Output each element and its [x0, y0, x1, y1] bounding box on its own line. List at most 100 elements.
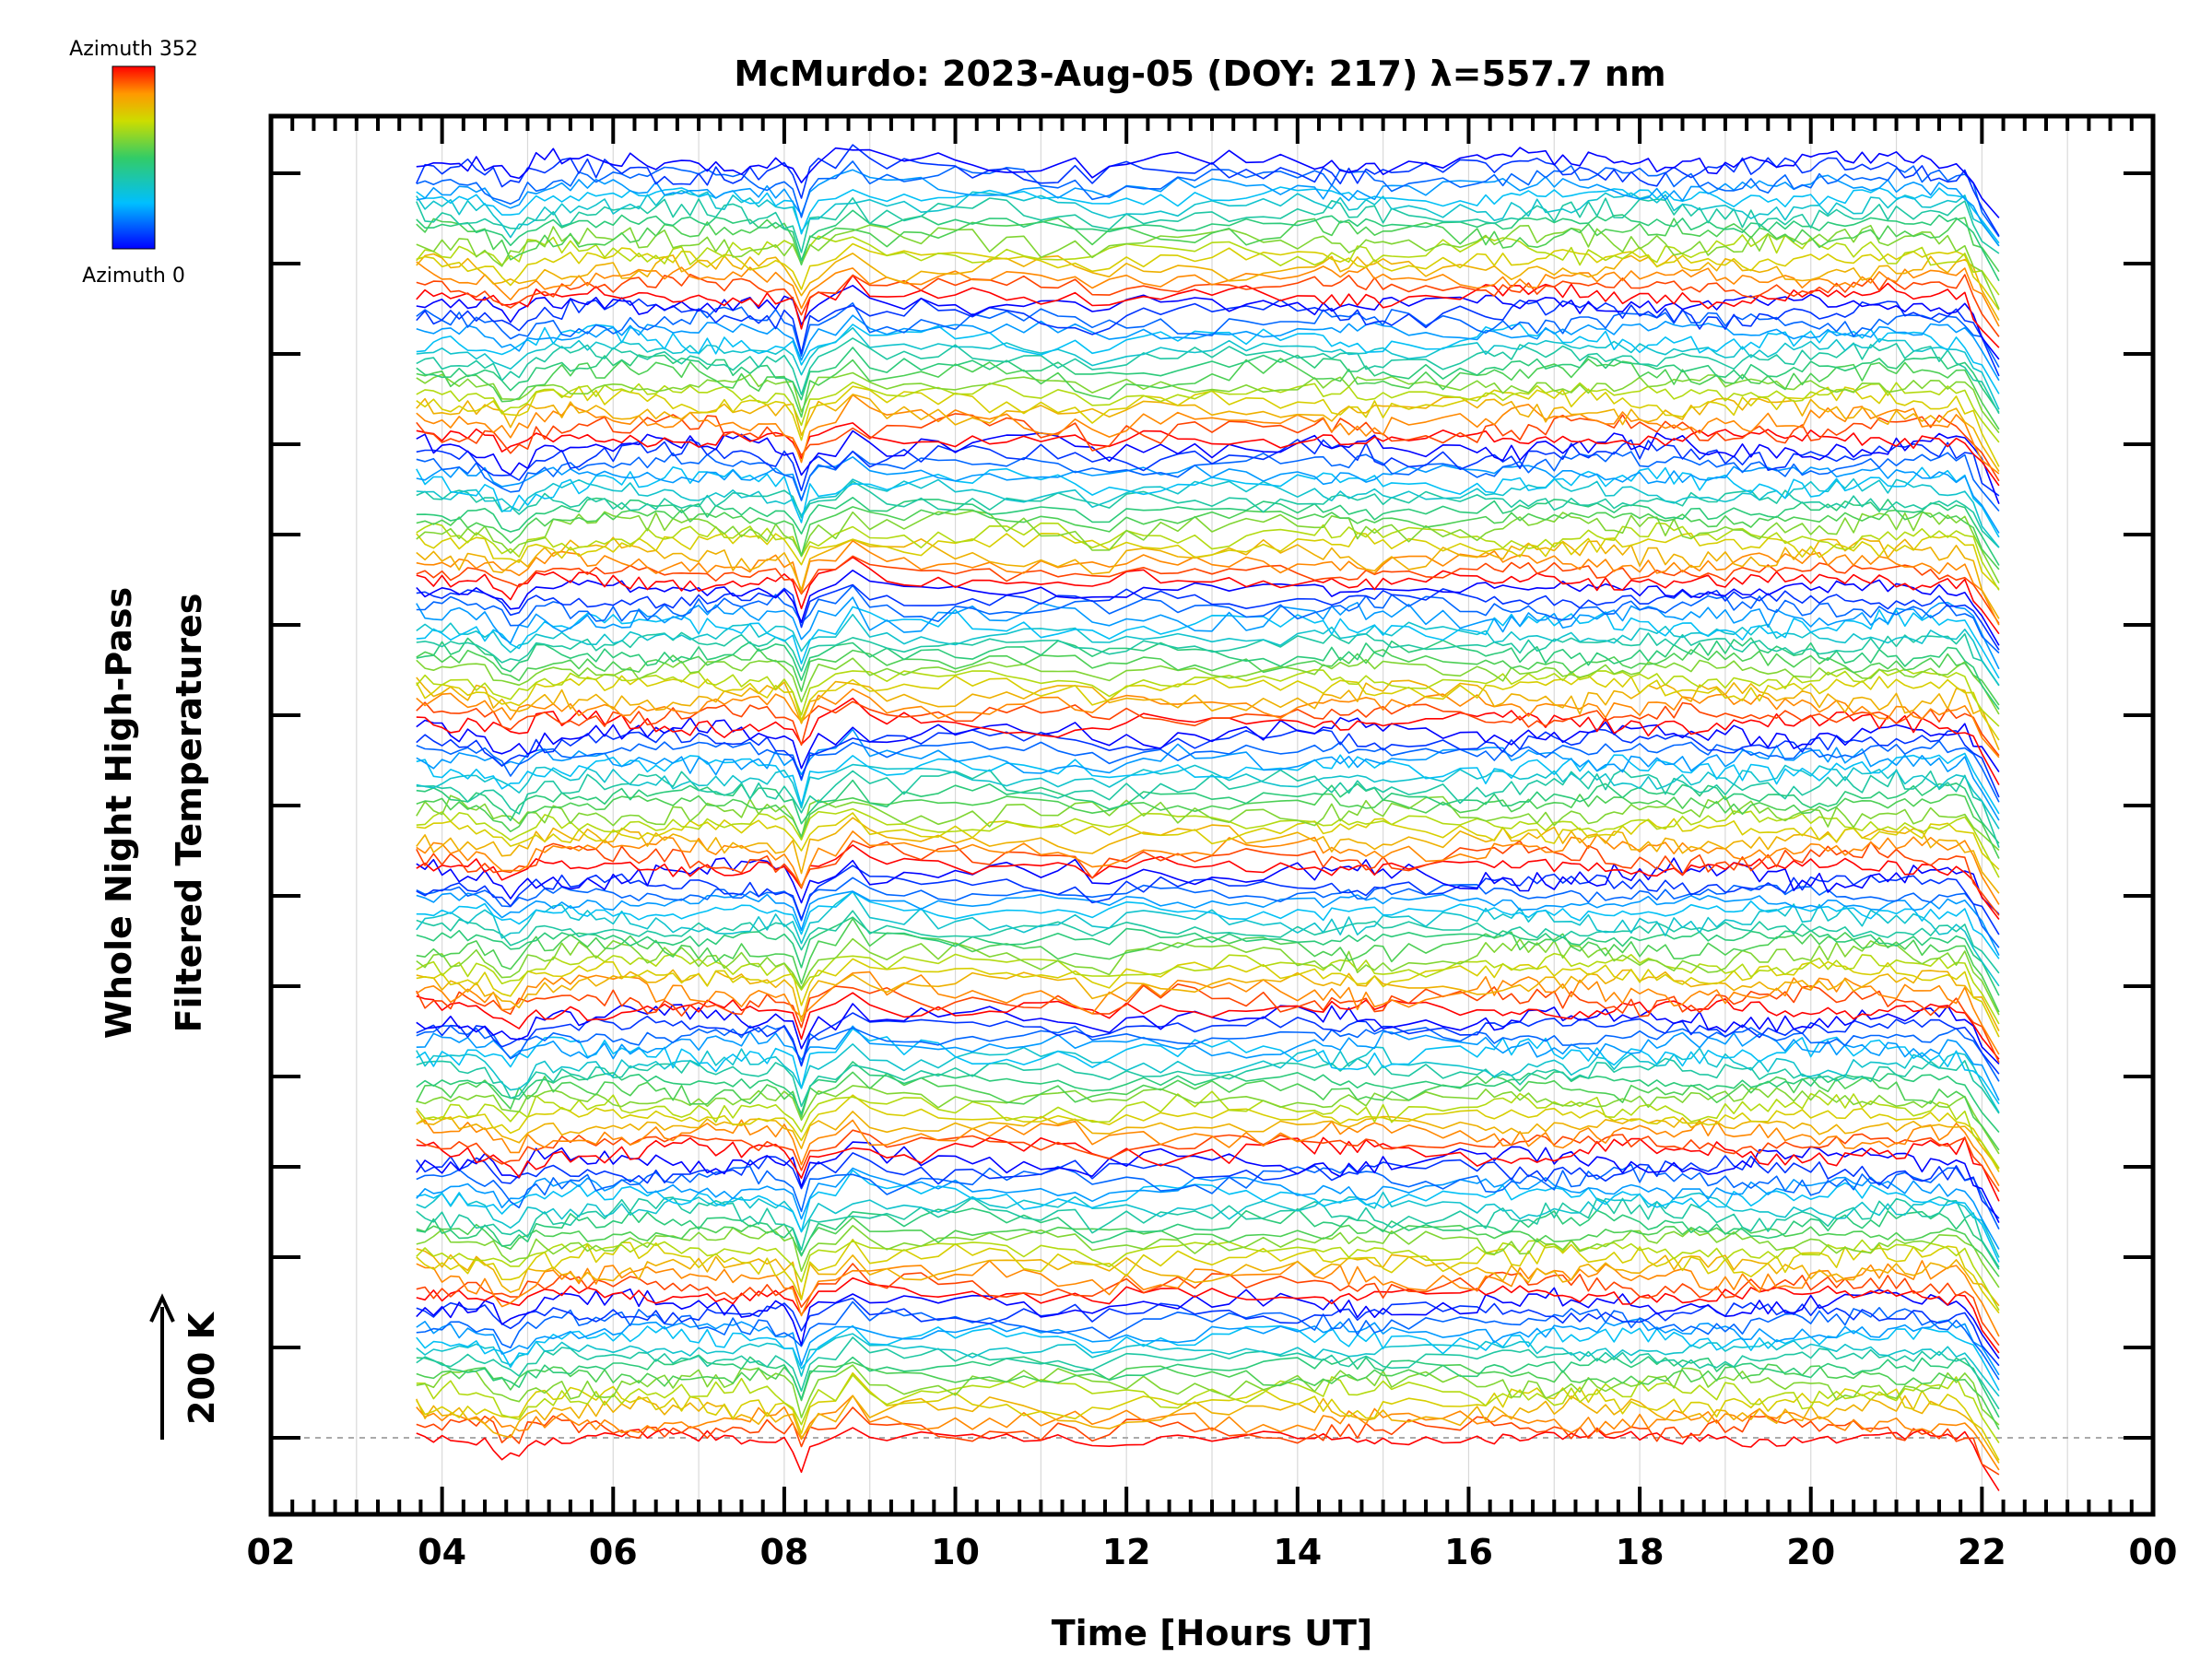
series-line	[416, 301, 2000, 368]
series-line	[416, 657, 2000, 715]
series-line	[416, 394, 2000, 472]
series-line	[416, 1260, 2000, 1337]
series-line	[416, 697, 2000, 785]
series-line	[416, 496, 2000, 566]
series-line	[416, 273, 2000, 337]
series-line	[416, 439, 2000, 497]
series-line	[416, 1191, 2000, 1258]
series-line	[416, 1336, 2000, 1410]
colorbar-bottom-label: Azimuth 0	[82, 265, 185, 288]
series-line	[416, 606, 2000, 679]
series-line	[416, 1248, 2000, 1307]
series-line	[416, 648, 2000, 706]
series-line	[416, 1263, 2000, 1347]
series-line	[416, 700, 2000, 757]
series-line	[416, 326, 2000, 410]
series-line	[416, 983, 2000, 1064]
series-line	[416, 952, 2000, 1025]
series-line	[416, 812, 2000, 870]
series-line	[416, 1085, 2000, 1155]
series-line	[416, 958, 2000, 1038]
series-line	[416, 740, 2000, 803]
colorbar-top-label: Azimuth 352	[69, 38, 198, 61]
series-line	[416, 224, 2000, 310]
series-line	[416, 1333, 2000, 1397]
series-line	[416, 242, 2000, 311]
colorbar	[112, 65, 156, 250]
y-axis-label-line2: Filtered Temperatures	[169, 594, 209, 1033]
series-line	[416, 890, 2000, 987]
series-line	[416, 1167, 2000, 1250]
series-line	[416, 1239, 2000, 1314]
series-line	[416, 1028, 2000, 1105]
series-line	[416, 394, 2000, 475]
x-tick-label: 00	[2129, 1532, 2178, 1572]
series-line	[416, 209, 2000, 282]
series-line	[416, 413, 2000, 482]
series-line	[416, 583, 2000, 651]
series-line	[416, 1324, 2000, 1391]
x-tick-label: 18	[1616, 1532, 1665, 1572]
series-line	[416, 1090, 2000, 1169]
series-line	[416, 569, 2000, 646]
y-axis-label-line1: Whole Night High-Pass	[99, 587, 139, 1039]
series-line	[416, 1406, 2000, 1476]
series-line	[416, 347, 2000, 413]
series-line	[416, 261, 2000, 327]
series-line	[416, 910, 2000, 974]
series-line	[416, 668, 2000, 727]
series-line	[416, 1371, 2000, 1461]
series-line	[416, 807, 2000, 878]
x-tick-labels: 02 04 06 08 10 12 14 16 18 20 22 00	[247, 1532, 2178, 1572]
series-line	[416, 793, 2000, 859]
series-line	[416, 688, 2000, 759]
series-line	[416, 1427, 2000, 1491]
series-line	[416, 450, 2000, 512]
series-line	[416, 1239, 2000, 1312]
series-line	[416, 1300, 2000, 1381]
series-line	[416, 890, 2000, 956]
series-line	[416, 857, 2000, 915]
series-line	[416, 992, 2000, 1060]
series-line	[416, 1170, 2000, 1263]
series-line	[416, 197, 2000, 254]
series-line	[416, 274, 2000, 348]
series-line	[416, 637, 2000, 711]
series-line	[416, 160, 2000, 238]
series-line	[416, 1354, 2000, 1418]
series-line	[416, 337, 2000, 415]
series-line	[416, 877, 2000, 948]
chart-title: McMurdo: 2023-Aug-05 (DOY: 217) λ=557.7 …	[734, 53, 1665, 94]
series-line	[416, 217, 2000, 273]
series-line	[416, 532, 2000, 590]
series-line	[416, 1163, 2000, 1230]
x-tick-label: 16	[1444, 1532, 1493, 1572]
series-line	[416, 1012, 2000, 1075]
series-line	[416, 510, 2000, 583]
series-line	[416, 465, 2000, 538]
series-line	[416, 314, 2000, 382]
series-line	[416, 1364, 2000, 1426]
series-line	[416, 763, 2000, 830]
series-line	[416, 890, 2000, 959]
series-line	[416, 794, 2000, 852]
series-line	[416, 1119, 2000, 1187]
series-line	[416, 232, 2000, 296]
scale-arrow	[149, 1293, 175, 1440]
series-line	[416, 358, 2000, 430]
series-line	[416, 817, 2000, 894]
series-line	[416, 323, 2000, 394]
series-line	[416, 1071, 2000, 1151]
x-tick-label: 04	[418, 1532, 466, 1572]
series-line	[416, 556, 2000, 635]
series-line	[416, 297, 2000, 377]
series-line	[416, 728, 2000, 821]
x-tick-label: 20	[1786, 1532, 1835, 1572]
series-line	[416, 1061, 2000, 1134]
series-line	[416, 631, 2000, 687]
series-line	[416, 536, 2000, 619]
series-line	[416, 716, 2000, 773]
series-line	[416, 371, 2000, 434]
series-line	[416, 779, 2000, 844]
